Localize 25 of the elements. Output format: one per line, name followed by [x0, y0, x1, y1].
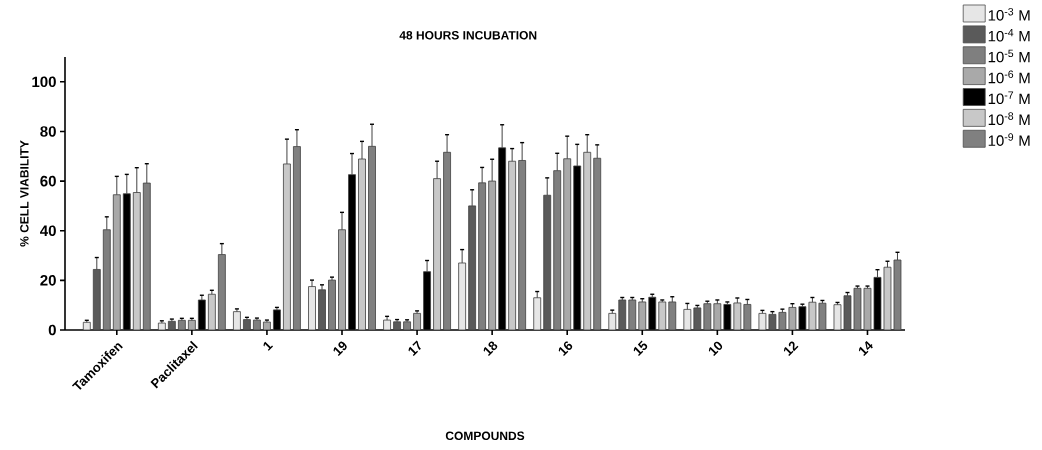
x-tick-label: 14 — [858, 340, 873, 356]
x-tick-label: 10 — [708, 341, 723, 357]
legend-label: 10$^{-8}$ M — [988, 112, 1030, 126]
y-axis-title: % CELL VIABILITY — [20, 140, 29, 247]
x-tick-label: 16 — [558, 341, 573, 357]
legend-label: 10$^{-7}$ M — [988, 91, 1030, 105]
x-tick-label: 19 — [333, 341, 347, 357]
y-tick-label: 80 — [40, 126, 56, 137]
y-tick-label: 20 — [40, 275, 56, 286]
y-tick-label: 0 — [48, 324, 56, 336]
x-tick-label: 12 — [783, 341, 799, 357]
y-tick-label: 60 — [40, 175, 56, 187]
chart-title: 48 HOURS INCUBATION — [399, 31, 537, 40]
x-tick-label: 15 — [633, 340, 648, 356]
legend-label: 10$^{-4}$ M — [988, 28, 1030, 42]
x-tick-label: 1 — [263, 341, 273, 351]
x-axis-title: COMPOUNDS — [445, 431, 525, 441]
x-tick-label: 18 — [483, 341, 498, 357]
legend-label: 10$^{-6}$ M — [988, 70, 1030, 84]
y-tick-label: 40 — [40, 225, 56, 237]
legend-label: 10$^{-9}$ M — [988, 133, 1030, 146]
legend-label: 10$^{-5}$ M — [988, 49, 1030, 63]
x-tick-label: 17 — [408, 340, 421, 356]
y-tick-label: 100 — [32, 76, 56, 88]
legend-label: 10$^{-3}$ M — [988, 7, 1030, 21]
